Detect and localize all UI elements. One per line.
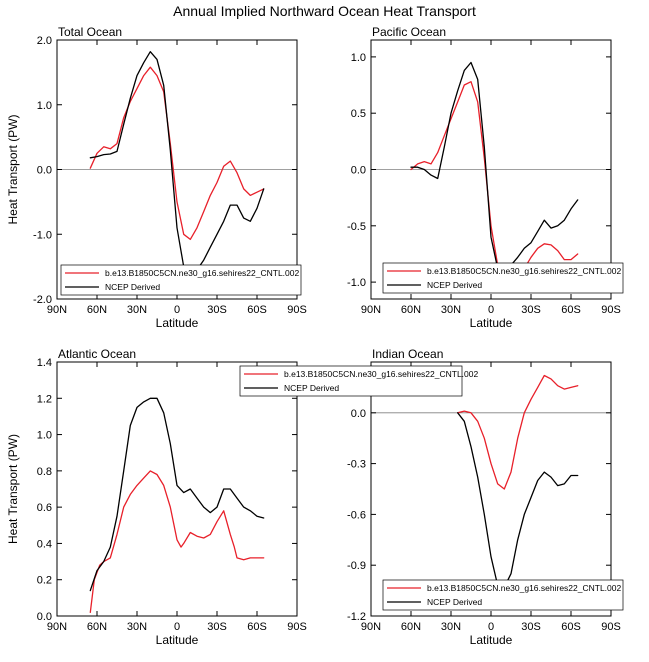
legend-ncep-label: NCEP Derived: [427, 280, 482, 290]
x-tick-label: 30N: [127, 621, 147, 633]
ncep-series-line: [410, 61, 579, 275]
model-series-line: [410, 81, 579, 289]
legend-box: [382, 262, 624, 294]
y-tick-label: 0.8: [37, 466, 52, 478]
x-tick-label: 30N: [441, 621, 461, 633]
y-axis-label: Heat Transport (PW): [6, 434, 20, 544]
y-tick-label: -0.5: [347, 221, 366, 233]
legend-box: [239, 365, 463, 397]
panel-1: 90N 60N 30N 0 30S 60S 90S 2.0 1.0 0.0 -1.0 -2.0 Tota…: [6, 25, 307, 330]
x-tick-label: 0: [488, 621, 494, 633]
x-tick-label: 0: [174, 304, 180, 316]
y-tick-label: -0.3: [347, 459, 366, 471]
x-tick-label: 30S: [207, 304, 227, 316]
legend-model-label: b.e13.B1850C5CN.ne30_g16.sehires22_CNTL.…: [427, 266, 621, 276]
panel-title: Total Ocean: [58, 25, 122, 39]
y-tick-label: 0.0: [351, 165, 366, 177]
x-tick-label: 0: [488, 304, 494, 316]
panel-title: Indian Ocean: [372, 347, 443, 361]
x-tick-label: 30S: [521, 304, 541, 316]
legend-box: [382, 579, 624, 611]
y-tick-label: 0.0: [37, 611, 52, 623]
x-tick-label: 90S: [601, 621, 621, 633]
legend: b.e13.B1850C5CN.ne30_g16.sehires22_CNTL.…: [60, 264, 302, 296]
y-tick-label: 0.0: [351, 408, 366, 420]
y-tick-label: -1.2: [347, 611, 366, 623]
legend-ncep-label: NCEP Derived: [105, 282, 160, 292]
plot-frame: [56, 361, 298, 617]
x-tick-label: 60S: [247, 621, 267, 633]
y-tick-label: -1.0: [33, 229, 52, 241]
x-tick-label: 60N: [401, 621, 421, 633]
figure-title: Annual Implied Northward Ocean Heat Tran…: [173, 3, 476, 19]
panel-title: Atlantic Ocean: [58, 347, 136, 361]
x-tick-label: 30N: [441, 304, 461, 316]
ncep-series-line: [89, 397, 265, 592]
legend-model-label: b.e13.B1850C5CN.ne30_g16.sehires22_CNTL.…: [284, 369, 478, 379]
y-tick-label: 1.2: [37, 393, 52, 405]
x-tick-label: 90N: [361, 304, 381, 316]
x-tick-label: 60N: [87, 304, 107, 316]
y-tick-label: 1.0: [351, 52, 366, 64]
panel-title: Pacific Ocean: [372, 25, 446, 39]
plot-frame: [370, 361, 612, 617]
y-tick-label: 0.5: [351, 108, 366, 120]
x-tick-label: 60N: [401, 304, 421, 316]
x-axis-label: Latitude: [156, 316, 199, 330]
model-series-line: [457, 374, 579, 490]
x-tick-label: 30S: [207, 621, 227, 633]
x-axis-label: Latitude: [470, 316, 513, 330]
ncep-series-line: [457, 412, 579, 588]
legend-ncep-label: NCEP Derived: [427, 597, 482, 607]
x-tick-label: 90N: [47, 621, 67, 633]
legend: b.e13.B1850C5CN.ne30_g16.sehires22_CNTL.…: [239, 365, 478, 397]
x-tick-label: 60S: [561, 304, 581, 316]
ncep-series-line: [89, 51, 265, 277]
legend-model-label: b.e13.B1850C5CN.ne30_g16.sehires22_CNTL.…: [427, 583, 621, 593]
y-tick-label: -0.6: [347, 509, 366, 521]
x-tick-label: 60S: [247, 304, 267, 316]
x-tick-label: 90N: [361, 621, 381, 633]
panels: 90N 60N 30N 0 30S 60S 90S 2.0 1.0 0.0 -1.0 -2.0 Tota…: [6, 25, 624, 647]
y-tick-label: -2.0: [33, 294, 52, 306]
legend: b.e13.B1850C5CN.ne30_g16.sehires22_CNTL.…: [382, 579, 624, 611]
model-series-line: [89, 66, 265, 241]
x-tick-label: 30N: [127, 304, 147, 316]
y-tick-label: 1.4: [37, 357, 52, 369]
legend-model-label: b.e13.B1850C5CN.ne30_g16.sehires22_CNTL.…: [105, 268, 299, 278]
y-axis-label: Heat Transport (PW): [6, 114, 20, 224]
panel-2: 90N 60N 30N 0 30S 60S 90S 1.0 0.5 0.0 -0.5 -1.0 Paci…: [347, 25, 621, 330]
x-axis-label: Latitude: [156, 633, 199, 647]
x-tick-label: 90S: [601, 304, 621, 316]
x-tick-label: 60N: [87, 621, 107, 633]
y-tick-label: 0.4: [37, 538, 52, 550]
legend: b.e13.B1850C5CN.ne30_g16.sehires22_CNTL.…: [382, 262, 624, 294]
legend-box: [60, 264, 302, 296]
panel-3: 90N 60N 30N 0 30S 60S 90S 1.4 1.2 1.0 0.8 0.6 0.4 0.2…: [6, 347, 307, 647]
model-series-line: [89, 470, 265, 614]
x-tick-label: 0: [174, 621, 180, 633]
x-tick-label: 30S: [521, 621, 541, 633]
x-tick-label: 60S: [561, 621, 581, 633]
y-tick-label: 1.0: [37, 430, 52, 442]
x-tick-label: 90S: [287, 304, 307, 316]
y-tick-label: 2.0: [37, 35, 52, 47]
x-tick-label: 90S: [287, 621, 307, 633]
y-tick-label: -1.0: [347, 277, 366, 289]
panel-4: 90N 60N 30N 0 30S 60S 90S 0.0 -0.3 -0.6 -0.9 -1.2 In…: [347, 347, 621, 647]
legend-ncep-label: NCEP Derived: [284, 383, 339, 393]
y-tick-label: 0.0: [37, 165, 52, 177]
x-axis-label: Latitude: [470, 633, 513, 647]
y-tick-label: 0.6: [37, 502, 52, 514]
x-tick-label: 90N: [47, 304, 67, 316]
y-tick-label: 1.0: [37, 100, 52, 112]
y-tick-label: 0.2: [37, 575, 52, 587]
y-tick-label: -0.9: [347, 560, 366, 572]
